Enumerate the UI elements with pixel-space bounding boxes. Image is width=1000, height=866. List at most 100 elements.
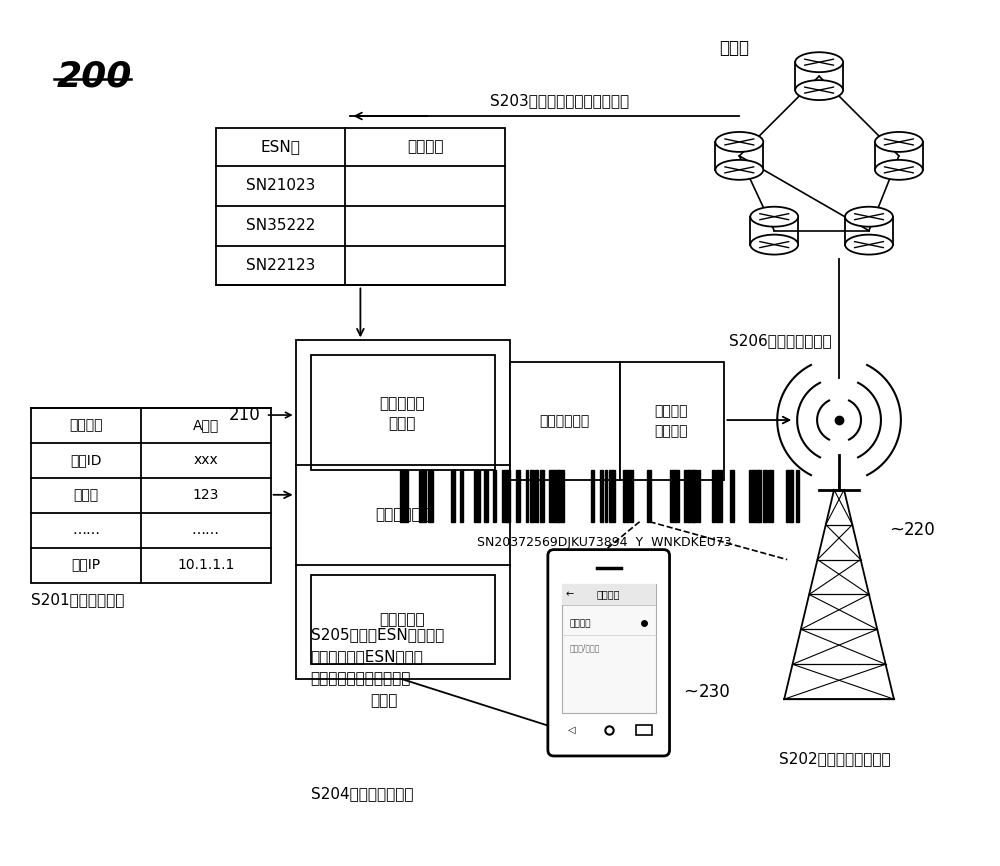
Bar	[530, 470, 534, 521]
Text: 200: 200	[56, 59, 132, 94]
Bar	[623, 470, 628, 521]
Bar	[562, 584, 656, 713]
Text: 二维码/条形码: 二维码/条形码	[570, 643, 600, 653]
Bar	[647, 470, 651, 521]
Text: ←: ←	[566, 590, 574, 599]
Bar	[540, 470, 544, 521]
Bar	[605, 470, 607, 521]
Text: 220: 220	[904, 520, 936, 539]
Text: 基站ID: 基站ID	[70, 453, 102, 467]
Bar	[763, 470, 767, 521]
Bar	[554, 470, 559, 521]
Bar	[715, 142, 763, 170]
Bar	[510, 362, 620, 480]
Bar	[688, 470, 694, 521]
Bar	[768, 470, 773, 521]
Ellipse shape	[795, 81, 843, 100]
Text: 123: 123	[193, 488, 219, 501]
Bar	[405, 470, 408, 521]
Bar	[296, 340, 510, 679]
Bar	[423, 470, 426, 521]
Ellipse shape	[750, 207, 798, 227]
Text: 心对接: 心对接	[389, 417, 416, 431]
Bar	[311, 355, 495, 470]
Text: S204、基站名称同步: S204、基站名称同步	[311, 786, 413, 801]
Bar	[620, 362, 724, 480]
Bar	[684, 470, 689, 521]
Ellipse shape	[795, 52, 843, 72]
Bar	[749, 470, 754, 521]
Ellipse shape	[715, 160, 763, 180]
Text: ……: ……	[72, 523, 100, 537]
Bar	[526, 470, 528, 521]
Bar	[451, 470, 455, 521]
Ellipse shape	[715, 132, 763, 152]
Bar	[636, 725, 652, 735]
Text: S203、发送基站的电子序列号: S203、发送基站的电子序列号	[490, 94, 629, 108]
Bar	[535, 470, 538, 521]
Text: SN22123: SN22123	[246, 258, 315, 273]
Bar	[693, 470, 697, 521]
Ellipse shape	[845, 207, 893, 227]
Text: S206、下发配置信息: S206、下发配置信息	[729, 333, 832, 348]
Bar	[474, 470, 480, 521]
Bar	[216, 128, 505, 286]
Bar	[670, 470, 675, 521]
Text: A基站: A基站	[193, 418, 219, 432]
Bar	[675, 470, 679, 521]
Text: ~: ~	[889, 520, 904, 539]
Text: 智能开站设备: 智能开站设备	[375, 507, 430, 522]
Ellipse shape	[875, 132, 923, 152]
Text: S202、待开站基站上电: S202、待开站基站上电	[779, 752, 891, 766]
Bar	[549, 470, 554, 521]
Bar	[786, 470, 792, 521]
Bar	[712, 470, 715, 521]
Text: 无线操作: 无线操作	[655, 404, 688, 418]
Bar	[31, 408, 271, 583]
Text: 210: 210	[229, 406, 261, 424]
Text: 微信小程序: 微信小程序	[379, 612, 425, 627]
Bar	[730, 470, 734, 521]
Text: 230: 230	[698, 682, 730, 701]
Text: 10.1.1.1: 10.1.1.1	[177, 558, 235, 572]
Bar	[562, 584, 656, 605]
Bar	[716, 470, 722, 521]
Bar	[484, 470, 488, 521]
FancyBboxPatch shape	[548, 550, 670, 756]
Text: 业务IP: 业务IP	[72, 558, 101, 572]
Bar	[311, 574, 495, 664]
Text: 站设备: 站设备	[370, 693, 398, 708]
Text: SN35222: SN35222	[246, 218, 315, 233]
Bar	[795, 62, 843, 90]
Text: SN20372569DJKU73894  Y  WNKDKEU73: SN20372569DJKU73894 Y WNKDKEU73	[477, 536, 732, 549]
Text: 维护中心: 维护中心	[655, 424, 688, 438]
Text: xxx: xxx	[193, 453, 218, 467]
Text: S201、形成工参表: S201、形成工参表	[31, 592, 125, 607]
Bar	[600, 470, 603, 521]
Bar	[558, 470, 564, 521]
Bar	[796, 470, 799, 521]
Ellipse shape	[845, 235, 893, 255]
Text: 数据上报: 数据上报	[597, 590, 620, 599]
Text: ESN码: ESN码	[261, 139, 301, 154]
Bar	[460, 470, 463, 521]
Bar	[591, 470, 594, 521]
Text: 基站名称: 基站名称	[407, 139, 443, 154]
Text: 操作维护中: 操作维护中	[379, 397, 425, 411]
Text: 选择基站: 选择基站	[570, 619, 591, 628]
Text: S205、扫描ESN码，选取: S205、扫描ESN码，选取	[311, 627, 444, 643]
Bar	[750, 216, 798, 244]
Bar	[507, 470, 510, 521]
Text: 基站名称: 基站名称	[69, 418, 103, 432]
Text: 名称的关联同步到智能开: 名称的关联同步到智能开	[311, 671, 411, 686]
Text: 应用程序接口: 应用程序接口	[540, 414, 590, 428]
Bar	[419, 470, 423, 521]
Bar	[845, 216, 893, 244]
Text: 基站名称，将ESN与基站: 基站名称，将ESN与基站	[311, 650, 423, 664]
Text: ◁: ◁	[568, 725, 576, 735]
Ellipse shape	[750, 235, 798, 255]
Bar	[754, 470, 759, 521]
Bar	[609, 470, 615, 521]
Bar	[698, 470, 700, 521]
Bar	[758, 470, 761, 521]
